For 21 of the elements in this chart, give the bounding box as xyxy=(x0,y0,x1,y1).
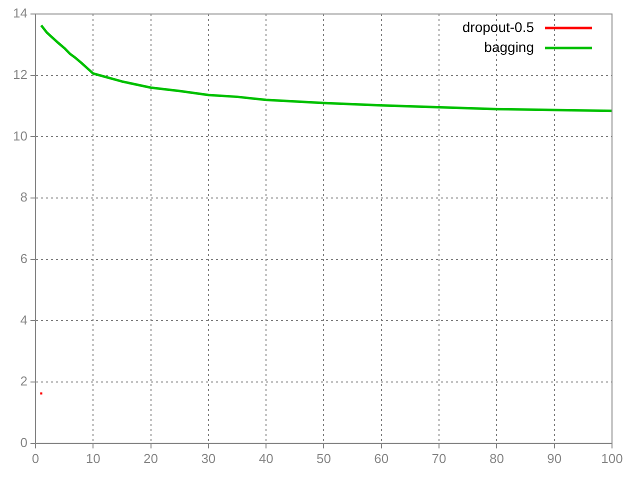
y-tick-label: 0 xyxy=(20,434,28,450)
x-tick-label: 0 xyxy=(32,450,40,466)
y-tick-label: 10 xyxy=(12,128,28,144)
y-tick-label: 6 xyxy=(20,250,28,266)
x-tick-label: 10 xyxy=(86,450,100,466)
y-tick-label: 12 xyxy=(12,66,28,82)
x-tick-label: 70 xyxy=(432,450,446,466)
x-tick-label: 90 xyxy=(547,450,562,466)
x-tick-label: 20 xyxy=(144,450,158,466)
y-tick-label: 14 xyxy=(12,6,28,21)
y-tick-label: 4 xyxy=(20,312,28,328)
x-tick-label: 80 xyxy=(489,450,504,466)
y-tick-label: 8 xyxy=(20,190,28,205)
x-tick-label: 50 xyxy=(316,450,331,466)
x-tick-label: 60 xyxy=(374,450,389,466)
legend-label: dropout-0.5 xyxy=(462,18,534,35)
x-tick-label: 40 xyxy=(258,450,274,466)
x-tick-label: 30 xyxy=(201,450,216,466)
legend-label: bagging xyxy=(484,38,534,55)
y-tick-label: 2 xyxy=(20,374,28,389)
x-tick-label: 100 xyxy=(601,450,623,466)
